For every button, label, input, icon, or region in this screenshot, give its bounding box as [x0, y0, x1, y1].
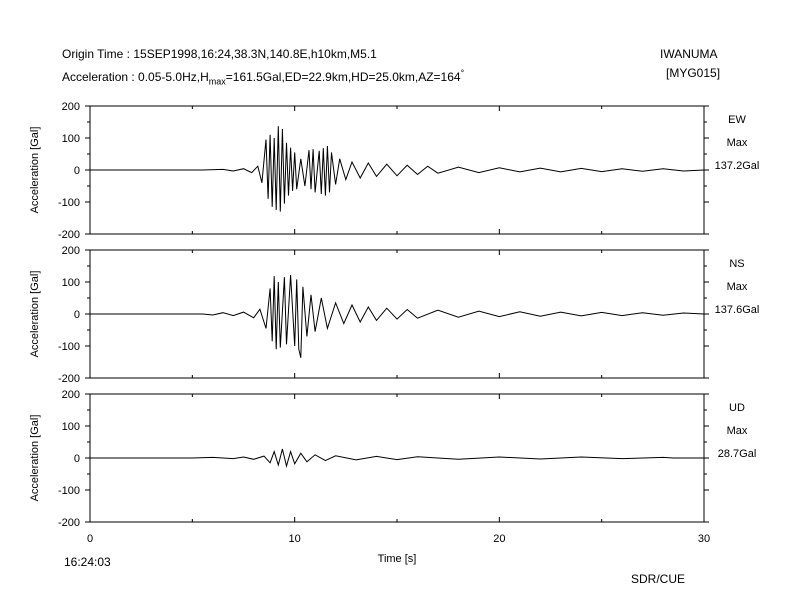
x-axis-label: Time [s]	[378, 553, 417, 565]
ew-ytick-label: 0	[74, 165, 80, 177]
ew-max-label: Max	[727, 137, 748, 149]
ns-waveform	[90, 274, 705, 358]
ew-component-label: EW	[728, 114, 746, 126]
ew-ytick-label: 100	[62, 133, 80, 145]
ns-ytick-label: 100	[62, 277, 80, 289]
station-code: [MYG015]	[666, 66, 721, 80]
ew-ylabel: Acceleration [Gal]	[29, 127, 41, 214]
xtick-label: 20	[493, 533, 505, 545]
ns-ylabel: Acceleration [Gal]	[29, 271, 41, 358]
ud-max-label: Max	[727, 425, 748, 437]
ns-ytick-label: 200	[62, 245, 80, 257]
credit-label: SDR/CUE	[631, 572, 686, 586]
ew-waveform	[90, 126, 705, 212]
ud-ytick-label: 100	[62, 421, 80, 433]
start-time-label: 16:24:03	[64, 555, 111, 569]
ew-ytick-label: 200	[62, 101, 80, 113]
ud-ytick-label: -100	[58, 485, 80, 497]
ud-max-value: 28.7Gal	[718, 448, 757, 460]
xtick-label: 0	[87, 533, 93, 545]
acceleration-info-prefix: Acceleration : 0.05-5.0Hz,H	[62, 70, 209, 84]
ud-component-label: UD	[729, 402, 745, 414]
ud-ytick-label: -200	[58, 517, 80, 529]
ud-waveform	[90, 448, 704, 468]
ns-ytick-label: -200	[58, 373, 80, 385]
ns-max-value: 137.6Gal	[715, 304, 760, 316]
xtick-label: 10	[289, 533, 301, 545]
ew-max-value: 137.2Gal	[715, 160, 760, 172]
origin-time-text: Origin Time : 15SEP1998,16:24,38.3N,140.…	[62, 47, 377, 61]
station-name: IWANUMA	[660, 47, 718, 61]
xtick-label: 30	[698, 533, 710, 545]
hmax-subscript: max	[208, 76, 226, 87]
acceleration-info-suffix: =161.5Gal,ED=22.9km,HD=25.0km,AZ=164	[225, 70, 461, 84]
ns-component-label: NS	[729, 258, 744, 270]
ew-ytick-label: -100	[58, 197, 80, 209]
ns-ytick-label: -100	[58, 341, 80, 353]
ud-ytick-label: 0	[74, 453, 80, 465]
ud-ylabel: Acceleration [Gal]	[29, 415, 41, 502]
ns-max-label: Max	[727, 281, 748, 293]
ud-ytick-label: 200	[62, 389, 80, 401]
ns-ytick-label: 0	[74, 309, 80, 321]
ew-ytick-label: -200	[58, 229, 80, 241]
degree-mark: °	[460, 68, 465, 78]
acceleration-info-text: Acceleration : 0.05-5.0Hz,Hmax=161.5Gal,…	[62, 66, 464, 88]
